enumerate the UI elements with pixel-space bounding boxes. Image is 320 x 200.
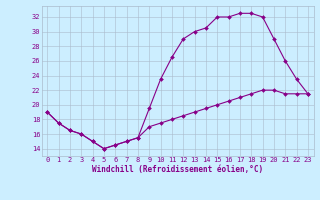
X-axis label: Windchill (Refroidissement éolien,°C): Windchill (Refroidissement éolien,°C) xyxy=(92,165,263,174)
